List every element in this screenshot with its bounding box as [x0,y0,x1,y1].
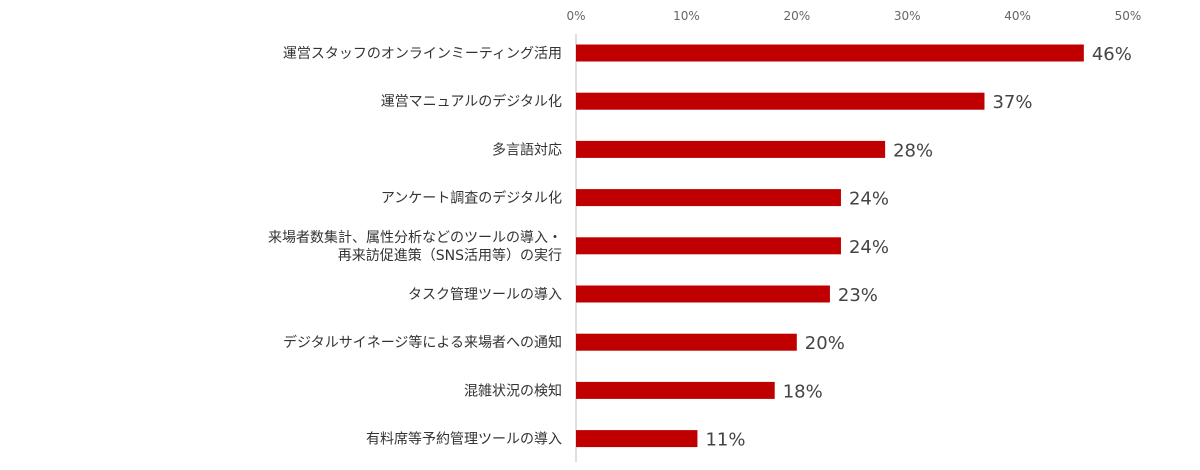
category-label: 多言語対応 [492,141,562,158]
bar [576,430,698,448]
data-label: 23% [838,285,878,306]
data-label: 28% [893,140,933,161]
bar [576,333,797,351]
category-label: 混雑状況の検知 [464,382,562,399]
data-label: 24% [849,237,889,258]
data-labels: 46% 37% 28% 24% 24% 23% 20% 18% 11% [705,44,1131,451]
data-label: 37% [992,92,1032,113]
category-label: 有料席等予約管理ツールの導入 [366,431,562,448]
x-tick-label: 30% [894,9,921,23]
x-tick-label: 20% [783,9,810,23]
data-label: 11% [705,430,745,451]
x-tick-label: 0% [566,9,585,23]
category-label: 運営マニュアルのデジタル化 [381,93,562,110]
bar [576,44,1084,62]
category-label: タスク管理ツールの導入 [408,287,562,303]
x-tick-label: 50% [1115,9,1142,23]
bar [576,237,841,255]
category-label: 再来訪促進策（SNS活用等）の実行 [338,247,562,264]
bar [576,92,985,110]
bar [576,381,775,399]
data-label: 46% [1092,44,1132,65]
bars [576,44,1084,448]
category-label: アンケート調査のデジタル化 [381,190,562,207]
data-label: 24% [849,189,889,210]
bar [576,285,830,303]
bar [576,189,841,207]
x-tick-label: 10% [673,9,700,23]
data-label: 18% [783,381,823,402]
bar [576,140,886,158]
data-label: 20% [805,333,845,354]
category-label: 運営スタッフのオンラインミーティング活用 [283,46,562,62]
category-label: デジタルサイネージ等による来場者への通知 [283,334,562,351]
category-labels: 運営スタッフのオンラインミーティング活用運営マニュアルのデジタル化多言語対応アン… [268,46,562,448]
x-tick-label: 40% [1004,9,1031,23]
category-label: 来場者数集計、属性分析などのツールの導入・ [268,229,562,246]
